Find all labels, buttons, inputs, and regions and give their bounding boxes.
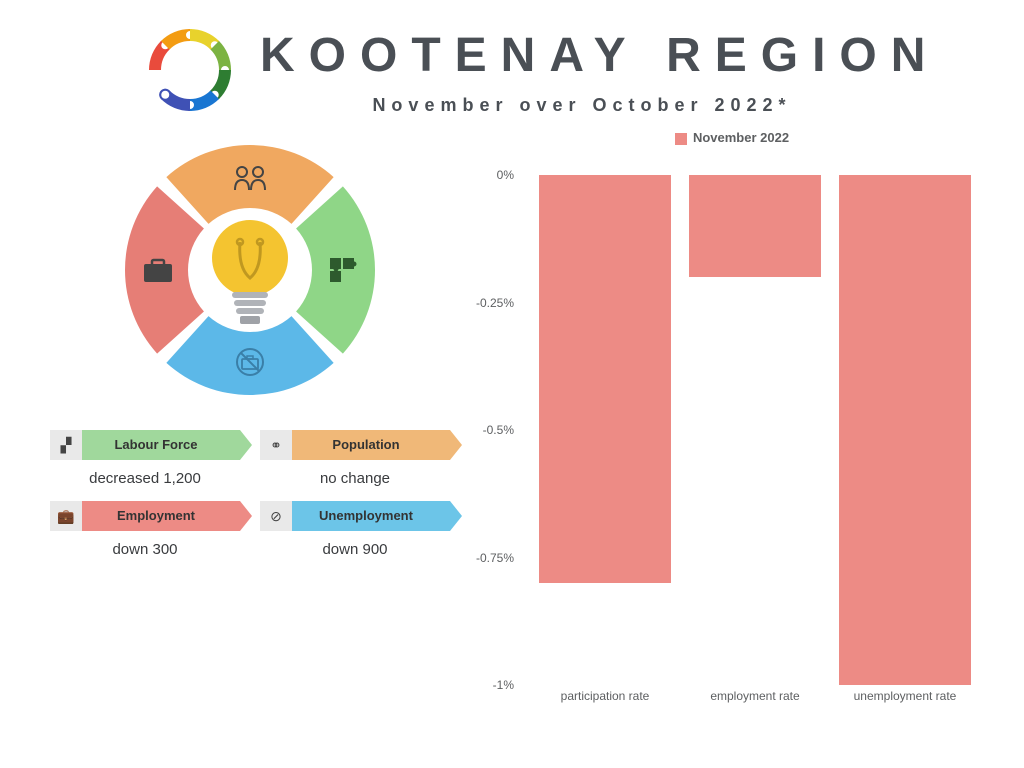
- chart-legend: November 2022: [460, 130, 1004, 145]
- metric-value: decreased 1,200: [50, 470, 240, 487]
- metric-icon: ⊘: [260, 501, 292, 531]
- metric-unemployment: ⊘ Unemployment down 900: [260, 501, 450, 558]
- metric-value: down 900: [260, 541, 450, 558]
- x-label: unemployment rate: [830, 689, 980, 709]
- y-tick: 0%: [497, 168, 514, 182]
- metric-value: no change: [260, 470, 450, 487]
- bar: [689, 175, 821, 277]
- metric-icon: ⚭: [260, 430, 292, 460]
- x-label: participation rate: [530, 689, 680, 709]
- page-title: KOOTENAY REGION: [260, 28, 984, 83]
- metric-label: Population: [292, 430, 450, 460]
- metric-employment: 💼 Employment down 300: [50, 501, 240, 558]
- x-label: employment rate: [680, 689, 830, 709]
- metric-label: Unemployment: [292, 501, 450, 531]
- metric-value: down 300: [50, 541, 240, 558]
- y-tick: -0.25%: [476, 296, 514, 310]
- metric-label: Employment: [82, 501, 240, 531]
- legend-swatch: [675, 133, 687, 145]
- bar: [539, 175, 671, 583]
- bar: [839, 175, 971, 685]
- metric-icon: ▞: [50, 430, 82, 460]
- metric-icon: 💼: [50, 501, 82, 531]
- y-tick: -0.75%: [476, 551, 514, 565]
- metric-label: Labour Force: [82, 430, 240, 460]
- bar-chart: 0% -0.25% -0.5% -0.75% -1% participation rat…: [460, 149, 980, 709]
- y-tick: -1%: [493, 678, 514, 692]
- legend-label: November 2022: [693, 130, 789, 145]
- metric-population: ⚭ Population no change: [260, 430, 450, 487]
- page-subtitle: November over October 2022*: [180, 95, 984, 116]
- metric-labour-force: ▞ Labour Force decreased 1,200: [50, 430, 240, 487]
- y-tick: -0.5%: [483, 423, 514, 437]
- infographic-wheel: [100, 130, 400, 410]
